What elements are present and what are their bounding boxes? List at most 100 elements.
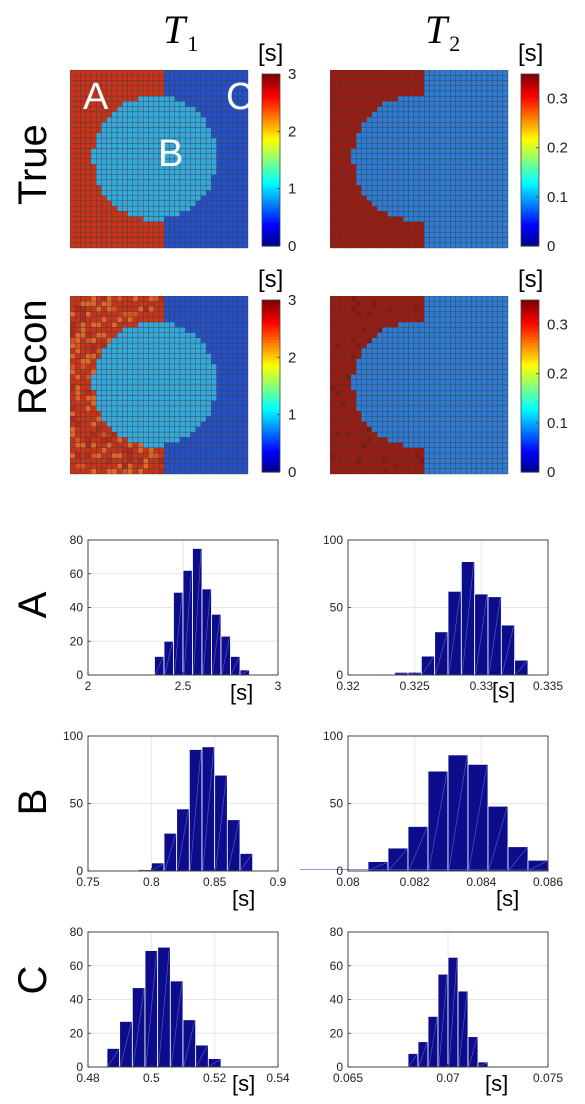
map-cell [361,337,367,344]
map-cell [502,101,509,107]
map-cell [153,426,160,433]
map-cell [387,379,393,386]
map-cell [80,205,86,212]
map-cell [190,468,196,475]
map-cell [481,322,488,328]
map-cell [345,127,352,133]
map-cell [424,75,430,81]
map-cell [90,369,97,375]
map-cell [465,242,472,249]
map-cell [424,316,430,323]
map-cell [471,458,477,464]
map-cell [80,70,86,76]
map-cell [450,80,456,86]
map-cell [237,416,243,422]
map-cell [174,353,181,359]
map-cell [195,70,202,76]
map-cell [330,70,336,76]
map-cell [85,211,92,217]
map-cell [492,237,498,243]
y-tick-label: 100 [323,533,343,547]
map-cell [232,421,238,428]
map-cell [382,216,388,222]
map-cell [439,122,446,128]
map-cell [408,296,414,302]
map-cell [127,116,133,123]
map-cell [200,80,207,86]
map-cell [387,458,393,464]
map-cell [169,226,175,233]
map-cell [455,106,462,113]
map-cell [330,379,336,386]
map-cell [242,353,249,359]
map-cell [70,431,76,438]
map-cell [330,75,336,81]
map-cell [486,174,493,181]
map-cell [476,137,482,144]
map-cell [350,316,357,323]
map-cell [460,190,467,196]
map-cell [481,395,488,401]
map-cell [481,468,488,475]
map-cell [486,452,493,459]
map-cell [111,301,118,307]
unit-label: [s] [258,266,284,293]
map-cell [101,405,107,412]
map-cell [80,216,86,222]
map-cell [148,75,154,81]
map-cell [366,332,373,339]
map-cell [221,463,228,469]
map-cell [392,90,399,97]
map-cell [471,405,477,412]
map-cell [439,153,446,160]
map-cell [486,205,493,212]
map-cell [392,190,399,196]
map-cell [387,122,393,128]
map-cell [211,416,217,422]
map-cell [200,390,207,396]
map-cell [70,132,76,139]
map-cell [216,463,222,469]
map-cell [96,458,102,464]
map-cell [403,348,409,354]
map-cell [392,342,399,349]
map-cell [403,379,409,386]
map-cell [143,463,149,469]
map-cell [216,221,222,228]
map-cell [143,431,149,438]
map-cell [413,358,420,365]
map-cell [345,447,352,454]
map-cell [382,353,388,359]
map-cell [387,190,393,196]
map-cell [465,327,472,333]
map-cell [211,101,217,107]
map-cell [366,363,373,370]
map-cell [439,348,446,354]
map-cell [350,301,357,307]
map-cell [205,185,212,191]
map-cell [476,242,482,249]
map-cell [205,169,212,175]
map-cell [450,463,456,469]
map-cell [382,358,388,365]
map-cell [75,322,81,328]
map-cell [413,80,420,86]
map-cell [106,348,113,354]
map-cell [116,374,123,380]
map-cell [429,200,435,207]
map-cell [205,379,212,386]
map-cell [85,122,92,128]
map-cell [237,179,243,186]
map-cell [211,237,217,243]
map-cell [376,164,383,170]
map-cell [101,164,107,170]
map-cell [116,116,123,123]
map-cell [445,337,451,344]
map-cell [330,106,336,113]
map-cell [497,395,503,401]
map-cell [450,200,456,207]
map-cell [101,395,107,401]
map-cell [179,306,186,312]
map-cell [330,463,336,469]
colorbar-tick-label: 0.2 [547,140,568,157]
